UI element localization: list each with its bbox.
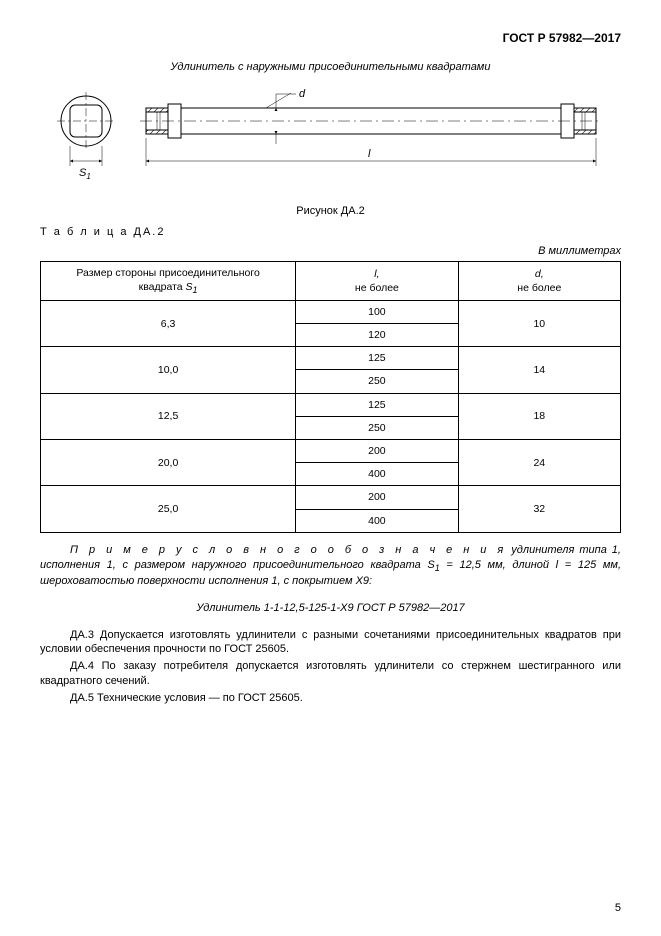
cell-l: 250 (296, 416, 458, 439)
table-row: 10,0 125 14 (41, 347, 621, 370)
cell-l: 100 (296, 300, 458, 323)
cell-s: 10,0 (41, 347, 296, 393)
para-da4: ДА.4 По заказу потребителя допускается и… (40, 659, 621, 689)
svg-text:d: d (299, 88, 306, 100)
cell-l: 120 (296, 324, 458, 347)
svg-text:l: l (368, 148, 371, 160)
figure-title: Удлинитель с наружными присоединительным… (40, 60, 621, 75)
cell-d: 32 (458, 486, 620, 532)
cell-l: 250 (296, 370, 458, 393)
table-header-row: Размер стороны присоединительного квадра… (41, 261, 621, 300)
para-da5: ДА.5 Технические условия — по ГОСТ 25605… (40, 691, 621, 706)
figure-caption: Рисунок ДА.2 (40, 204, 621, 219)
cell-l: 400 (296, 509, 458, 532)
document-id: ГОСТ Р 57982—2017 (40, 30, 621, 46)
svg-text:S1: S1 (79, 167, 91, 181)
cell-d: 24 (458, 440, 620, 486)
cell-l: 200 (296, 440, 458, 463)
page: ГОСТ Р 57982—2017 Удлинитель с наружными… (0, 0, 661, 936)
col2-header-l1: l, (374, 268, 379, 280)
page-number: 5 (615, 901, 621, 916)
col1-header-l2b: S (186, 281, 193, 293)
table-label: Т а б л и ц а ДА.2 (40, 225, 621, 240)
cell-s: 6,3 (41, 300, 296, 346)
cell-l: 200 (296, 486, 458, 509)
table-row: 6,3 100 10 (41, 300, 621, 323)
table-row: 20,0 200 24 (41, 440, 621, 463)
para-da3: ДА.3 Допускается изготовлять удлинители … (40, 628, 621, 658)
col1-header-l1: Размер стороны присоединительного (76, 267, 259, 279)
table-row: 25,0 200 32 (41, 486, 621, 509)
cell-s: 20,0 (41, 440, 296, 486)
designation-line: Удлинитель 1-1-12,5-125-1-Х9 ГОСТ Р 5798… (40, 601, 621, 616)
col3-header-l1: d, (535, 268, 544, 280)
cell-d: 18 (458, 393, 620, 439)
cell-s: 12,5 (41, 393, 296, 439)
cell-s: 25,0 (41, 486, 296, 532)
cell-l: 125 (296, 347, 458, 370)
figure-drawing: S1 (51, 81, 611, 196)
dimensions-table: Размер стороны присоединительного квадра… (40, 261, 621, 533)
col1-header-sub: 1 (193, 285, 198, 295)
cell-d: 10 (458, 300, 620, 346)
example-paragraph: П р и м е р у с л о в н о г о о б о з н … (40, 543, 621, 589)
cell-l: 400 (296, 463, 458, 486)
example-lead: П р и м е р у с л о в н о г о о б о з н … (70, 544, 506, 556)
table-units: В миллиметрах (40, 244, 621, 259)
col2-header-l2: не более (355, 282, 399, 294)
cell-d: 14 (458, 347, 620, 393)
cell-l: 125 (296, 393, 458, 416)
col1-header-l2a: квадрата (139, 281, 186, 293)
col3-header-l2: не более (517, 282, 561, 294)
table-row: 12,5 125 18 (41, 393, 621, 416)
